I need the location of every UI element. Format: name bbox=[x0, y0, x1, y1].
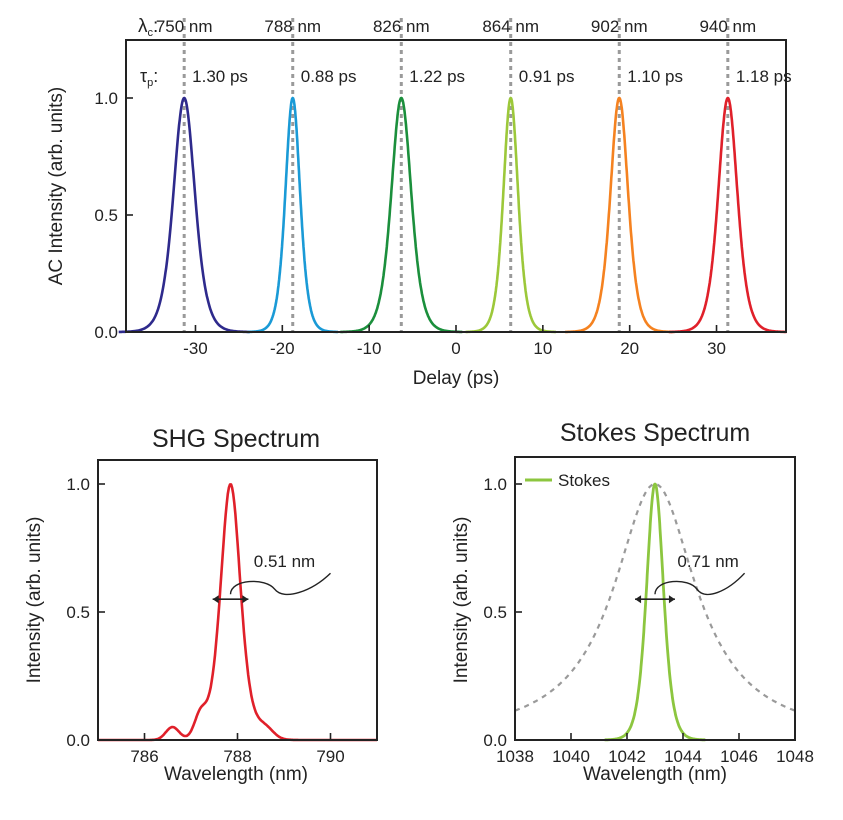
stokes-fwhm-annotation: 0.71 nm bbox=[635, 552, 746, 604]
x-tick-label: -30 bbox=[183, 339, 208, 358]
x-tick-label: 20 bbox=[620, 339, 639, 358]
x-tick-label: 1046 bbox=[720, 747, 758, 766]
lambda-symbol: λc: bbox=[138, 16, 158, 39]
wavelength-label: 750 nm bbox=[156, 17, 213, 36]
wavelength-label: 902 nm bbox=[591, 17, 648, 36]
x-tick-label: 1042 bbox=[608, 747, 646, 766]
shg-title: SHG Spectrum bbox=[152, 425, 320, 453]
x-tick-label: 788 bbox=[223, 747, 251, 766]
x-tick-label: 1048 bbox=[776, 747, 814, 766]
stokes-spectrum-chart: Stokes Spectrum 1038 1040 1042 1044 1046 1048… bbox=[451, 419, 814, 785]
x-tick-label: 1040 bbox=[552, 747, 590, 766]
y-tick-label: 0.5 bbox=[66, 603, 90, 622]
ac-trace bbox=[668, 96, 788, 334]
y-tick-label: 0.0 bbox=[483, 731, 507, 750]
ac-curves bbox=[117, 96, 788, 334]
pulse-width-label: 1.22 ps bbox=[409, 67, 465, 86]
wavelength-label: 940 nm bbox=[699, 17, 756, 36]
y-tick-label: 1.0 bbox=[483, 475, 507, 494]
pulse-width-label: 1.10 ps bbox=[627, 67, 683, 86]
wavelength-label: 826 nm bbox=[373, 17, 430, 36]
wavelength-label: 788 nm bbox=[264, 17, 321, 36]
annotation-leader bbox=[229, 572, 331, 596]
y-tick-label: 1.0 bbox=[94, 89, 118, 108]
autocorrelation-chart: -30 -20 -10 0 10 20 30 0.0 0.5 1.0 λc: τp: 750 nm… bbox=[46, 16, 792, 389]
shg-trace bbox=[97, 483, 378, 742]
y-tick-label: 0.0 bbox=[66, 731, 90, 750]
tau-symbol: τp: bbox=[140, 66, 158, 89]
wavelength-label: 864 nm bbox=[482, 17, 539, 36]
stokes-title: Stokes Spectrum bbox=[560, 419, 750, 447]
stokes-plot-frame bbox=[514, 456, 796, 741]
stokes-legend: Stokes bbox=[525, 471, 610, 490]
x-tick-label: 30 bbox=[707, 339, 726, 358]
y-tick-label: 0.5 bbox=[94, 206, 118, 225]
y-tick-label: 1.0 bbox=[66, 475, 90, 494]
pulse-width-label: 1.30 ps bbox=[192, 67, 248, 86]
x-tick-label: 10 bbox=[533, 339, 552, 358]
pulse-width-label: 1.18 ps bbox=[736, 67, 792, 86]
shg-curves bbox=[97, 483, 378, 742]
x-tick-label: 790 bbox=[316, 747, 344, 766]
stokes-x-axis-title: Wavelength (nm) bbox=[583, 764, 727, 785]
ac-y-axis-title: AC Intensity (arb. units) bbox=[46, 87, 67, 286]
shg-ticks: 786 788 790 0.0 0.5 1.0 bbox=[66, 475, 344, 766]
x-tick-label: 1044 bbox=[664, 747, 702, 766]
shg-fwhm-annotation: 0.51 nm bbox=[212, 552, 331, 604]
y-tick-label: 0.5 bbox=[483, 603, 507, 622]
ac-trace bbox=[339, 96, 464, 334]
x-tick-label: 786 bbox=[130, 747, 158, 766]
ac-ticks: -30 -20 -10 0 10 20 30 0.0 0.5 1.0 bbox=[94, 89, 726, 358]
ac-trace bbox=[246, 96, 339, 334]
ac-trace bbox=[117, 96, 251, 334]
stokes-trace bbox=[603, 482, 707, 742]
pulse-width-label: 0.88 ps bbox=[301, 67, 357, 86]
reference-trace bbox=[514, 482, 796, 712]
shg-y-axis-title: Intensity (arb. units) bbox=[24, 517, 45, 684]
ac-top-labels: λc: τp: 750 nm 1.30 ps 788 nm 0.88 ps 826 nm… bbox=[138, 16, 792, 89]
ac-trace bbox=[464, 96, 557, 334]
fwhm-label: 0.51 nm bbox=[254, 552, 315, 571]
ac-trace bbox=[564, 96, 675, 334]
y-tick-label: 0.0 bbox=[94, 323, 118, 342]
x-tick-label: -20 bbox=[270, 339, 295, 358]
x-tick-label: 1038 bbox=[496, 747, 534, 766]
stokes-ticks: 1038 1040 1042 1044 1046 1048 0.0 0.5 1.0 bbox=[483, 475, 814, 766]
shg-x-axis-title: Wavelength (nm) bbox=[164, 764, 308, 785]
ac-x-axis-title: Delay (ps) bbox=[413, 368, 500, 389]
x-tick-label: -10 bbox=[357, 339, 382, 358]
annotation-leader bbox=[654, 572, 746, 595]
stokes-curves bbox=[514, 482, 796, 742]
stokes-y-axis-title: Intensity (arb. units) bbox=[451, 517, 472, 684]
x-tick-label: 0 bbox=[451, 339, 460, 358]
stokes-legend-label: Stokes bbox=[558, 471, 610, 490]
pulse-width-label: 0.91 ps bbox=[519, 67, 575, 86]
fwhm-label: 0.71 nm bbox=[677, 552, 738, 571]
ac-reference-lines bbox=[182, 18, 730, 332]
